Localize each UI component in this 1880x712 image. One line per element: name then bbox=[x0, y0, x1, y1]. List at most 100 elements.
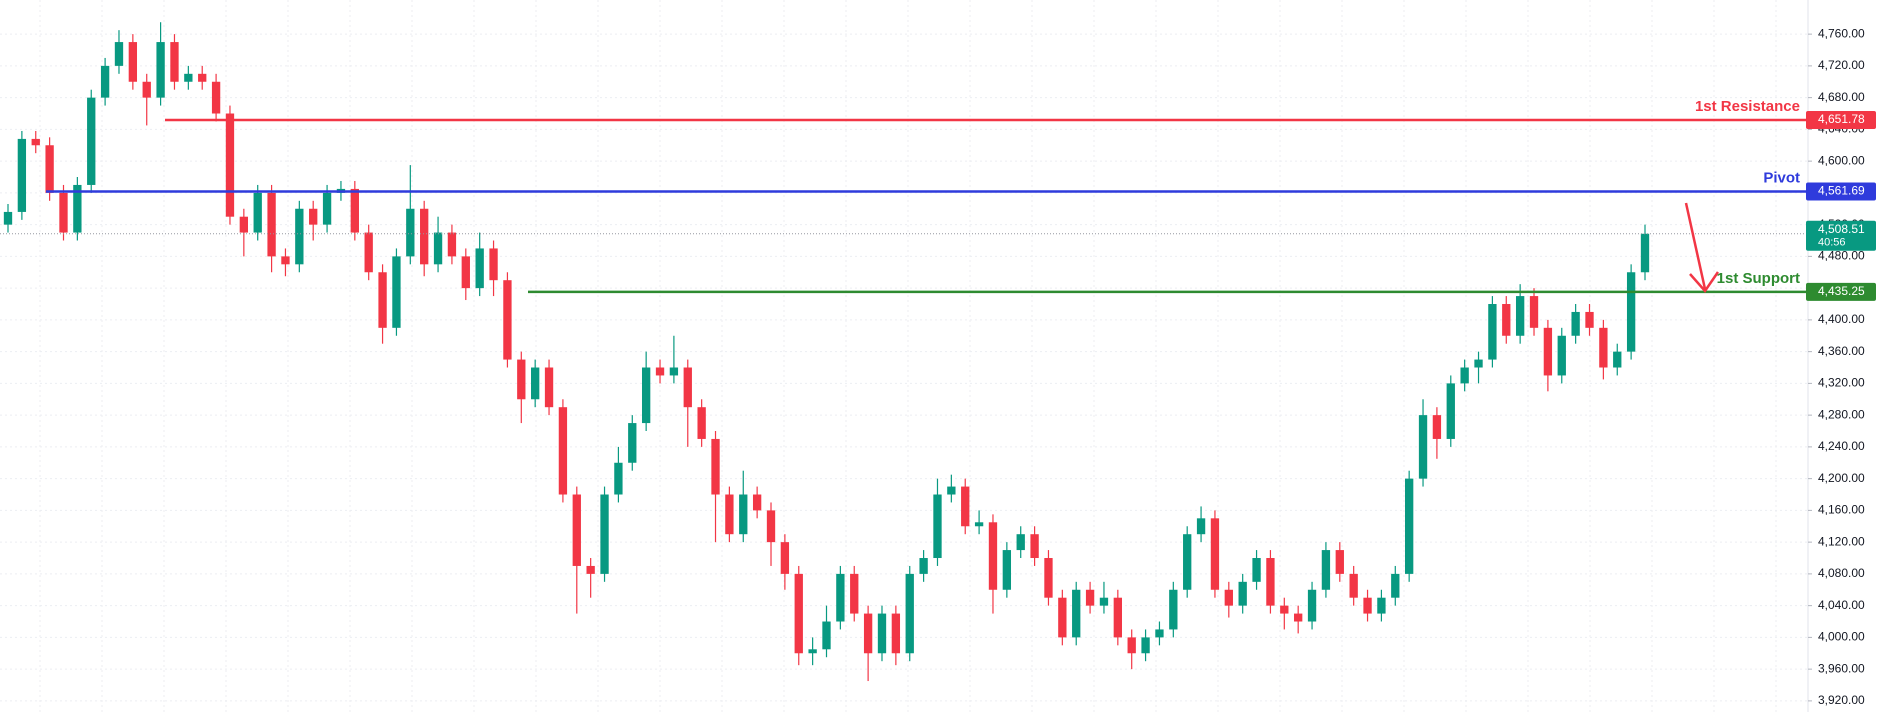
candle-body bbox=[628, 423, 637, 463]
candle-body bbox=[3, 211, 13, 225]
candle-body bbox=[322, 192, 332, 225]
candle-body bbox=[406, 208, 415, 257]
candle-body bbox=[1113, 597, 1122, 638]
candle-body bbox=[1349, 573, 1358, 598]
candle-body bbox=[947, 486, 956, 495]
candle-body bbox=[1640, 233, 1650, 273]
candle-body bbox=[295, 208, 304, 265]
y-tick-label: 4,360.00 bbox=[1818, 344, 1865, 358]
candle-body bbox=[281, 256, 290, 265]
level-price-box bbox=[1806, 111, 1876, 130]
candle-body bbox=[114, 42, 124, 66]
candle-body bbox=[364, 232, 373, 273]
candle-body bbox=[1543, 327, 1553, 376]
candle-body bbox=[933, 494, 942, 559]
candle-body bbox=[1321, 550, 1331, 590]
level-price-label: 4,435.25 bbox=[1818, 284, 1865, 298]
y-tick-label: 4,280.00 bbox=[1818, 407, 1865, 421]
y-tick-label: 4,160.00 bbox=[1818, 503, 1865, 517]
candle-body bbox=[1099, 597, 1109, 606]
y-tick-label: 3,920.00 bbox=[1818, 693, 1865, 707]
candle-body bbox=[1432, 415, 1442, 439]
candle-body bbox=[1335, 550, 1344, 574]
candle-body bbox=[1307, 589, 1317, 622]
candle-body bbox=[1599, 327, 1608, 368]
candle-body bbox=[780, 542, 790, 574]
plot bbox=[0, 22, 1808, 682]
candle-body bbox=[239, 216, 249, 233]
candle-body bbox=[988, 522, 998, 590]
candle-body bbox=[572, 494, 581, 566]
candle-body bbox=[392, 256, 401, 328]
candle-body bbox=[669, 367, 679, 376]
candle-body bbox=[711, 438, 720, 495]
candle-body bbox=[211, 81, 221, 114]
candle-body bbox=[586, 565, 595, 574]
candle-body bbox=[1183, 534, 1192, 590]
candle-body bbox=[1252, 558, 1261, 582]
y-tick-label: 4,600.00 bbox=[1818, 153, 1865, 167]
candle-body bbox=[1626, 272, 1636, 352]
candle-body bbox=[1446, 383, 1455, 439]
candle-body bbox=[461, 256, 470, 289]
candle-body bbox=[447, 232, 457, 257]
candle-body bbox=[1585, 311, 1594, 328]
candle-body bbox=[267, 192, 276, 257]
candle-body bbox=[1404, 478, 1414, 574]
candle-body bbox=[128, 42, 138, 82]
y-tick-label: 4,480.00 bbox=[1818, 249, 1865, 263]
level-price-box bbox=[1806, 182, 1876, 201]
candle-body bbox=[1196, 518, 1206, 535]
countdown: 40:56 bbox=[1818, 237, 1846, 249]
candle-body bbox=[1058, 597, 1067, 638]
candle-body bbox=[655, 367, 665, 376]
candle-body bbox=[1266, 558, 1275, 606]
candle-body bbox=[794, 573, 803, 654]
candle-body bbox=[766, 510, 776, 543]
candle-body bbox=[961, 486, 970, 527]
level-price-label: 4,651.78 bbox=[1818, 112, 1865, 126]
candle-body bbox=[531, 367, 540, 400]
candle-body bbox=[156, 42, 165, 98]
candle-body bbox=[725, 494, 734, 535]
candle-body bbox=[905, 573, 914, 654]
y-tick-label: 4,400.00 bbox=[1818, 312, 1865, 326]
candle-body bbox=[1002, 550, 1012, 590]
candle-body bbox=[309, 208, 318, 225]
candle-body bbox=[919, 558, 928, 574]
candle-body bbox=[1613, 351, 1622, 368]
candle-body bbox=[420, 208, 429, 265]
candle-body bbox=[433, 232, 443, 265]
candle-body bbox=[1072, 589, 1081, 638]
candle-body bbox=[697, 407, 706, 439]
candle-body bbox=[503, 280, 512, 360]
y-tick-label: 4,040.00 bbox=[1818, 598, 1865, 612]
candle-body bbox=[1044, 558, 1053, 598]
y-tick-label: 4,720.00 bbox=[1818, 58, 1865, 72]
candle-body bbox=[739, 494, 748, 535]
candle-body bbox=[1141, 637, 1150, 654]
candle-body bbox=[822, 621, 831, 650]
candle-body bbox=[1460, 367, 1469, 384]
candle-body bbox=[184, 73, 193, 82]
y-tick-label: 4,120.00 bbox=[1818, 534, 1865, 548]
y-tick-label: 4,240.00 bbox=[1818, 439, 1865, 453]
candle-body bbox=[836, 573, 845, 622]
candle-body bbox=[877, 613, 887, 654]
candle-body bbox=[974, 522, 984, 527]
y-tick-label: 4,320.00 bbox=[1818, 376, 1865, 390]
candle-body bbox=[378, 272, 387, 328]
arrow bbox=[1684, 202, 1720, 294]
candle-body bbox=[863, 613, 873, 654]
candle-body bbox=[87, 97, 96, 185]
candle-body bbox=[225, 113, 235, 217]
candle-body bbox=[1515, 296, 1525, 336]
candle-body bbox=[1418, 415, 1428, 479]
candle-body bbox=[683, 367, 692, 408]
grid bbox=[0, 0, 1808, 712]
candle-body bbox=[475, 248, 484, 289]
level-name: Pivot bbox=[1763, 170, 1800, 187]
y-tick-label: 4,200.00 bbox=[1818, 471, 1865, 485]
candle-body bbox=[1377, 597, 1386, 614]
